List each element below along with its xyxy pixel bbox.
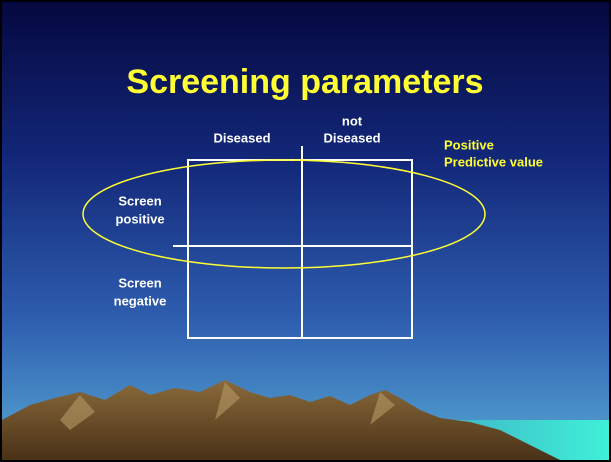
annotation: Positive — [444, 137, 494, 152]
annotation: Predictive value — [444, 154, 543, 169]
column-header: Diseased — [213, 130, 270, 145]
column-header: not — [342, 113, 363, 128]
column-header: Diseased — [323, 130, 380, 145]
mountains — [2, 380, 560, 460]
title: Screening parameters — [126, 63, 483, 101]
row-header: negative — [114, 293, 167, 308]
row-header: positive — [115, 211, 164, 226]
row-header: Screen — [118, 275, 161, 290]
row-header: Screen — [118, 193, 161, 208]
highlight-ellipse — [82, 159, 486, 269]
mountain-highlights — [60, 382, 395, 430]
